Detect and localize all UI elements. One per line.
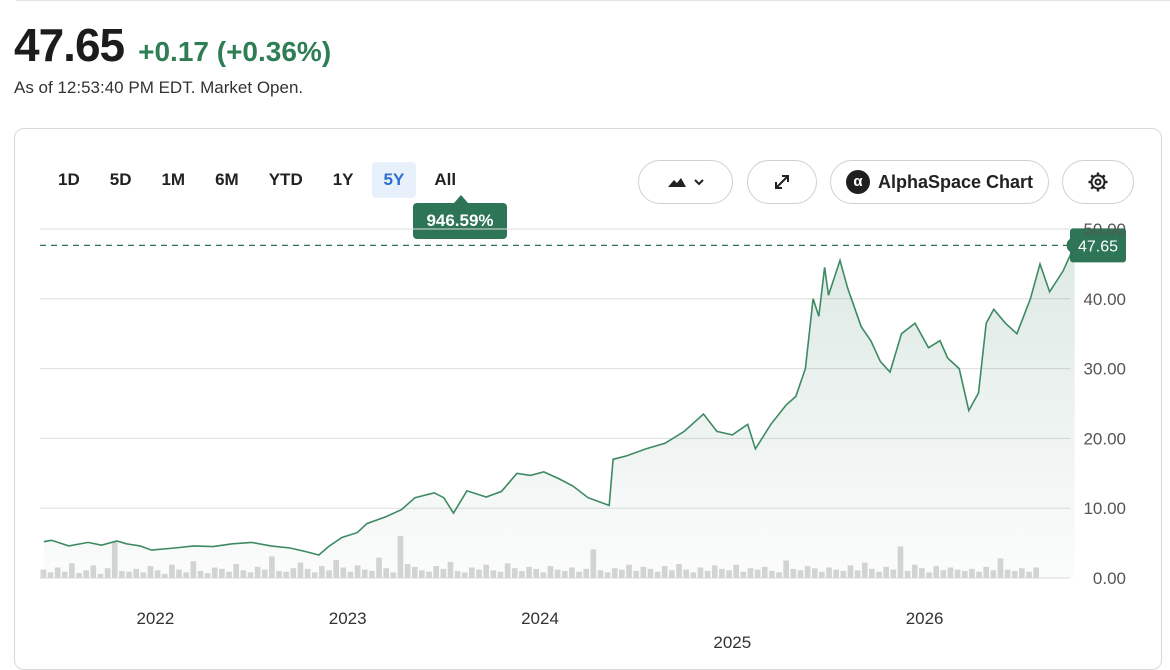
expand-button[interactable] (747, 160, 817, 204)
range-1m[interactable]: 1M (161, 170, 186, 189)
range-5y[interactable]: 5Y (371, 162, 417, 198)
alphaspace-chart-button[interactable]: α AlphaSpace Chart (830, 160, 1049, 204)
range-ytd[interactable]: YTD (268, 170, 303, 189)
range-all[interactable]: All (434, 170, 457, 189)
chart-type-button[interactable] (638, 160, 733, 204)
mountain-chart-icon (667, 178, 704, 187)
range-performance-badge: 946.59% (413, 195, 507, 239)
range-6m[interactable]: 6M (215, 170, 239, 189)
settings-button[interactable] (1062, 160, 1134, 204)
range-selector: 1D 5D 1M 6M YTD 1Y 5Y All (46, 162, 474, 198)
quote-header: 47.65 +0.17 (+0.36%) (14, 18, 331, 72)
expand-arrows-icon (775, 175, 789, 189)
price-change: +0.17 (+0.36%) (138, 36, 332, 67)
current-price: 47.65 (14, 19, 125, 71)
as-of-timestamp: As of 12:53:40 PM EDT. Market Open. (14, 78, 304, 97)
range-1y[interactable]: 1Y (332, 170, 354, 189)
range-5d[interactable]: 5D (109, 170, 132, 189)
range-1d[interactable]: 1D (58, 170, 80, 189)
gear-icon (1088, 172, 1108, 192)
alpha-symbol-icon: α (845, 170, 870, 194)
chart-panel (14, 128, 1162, 670)
alphaspace-chart-label: AlphaSpace Chart (877, 171, 1034, 192)
top-divider (16, 0, 1170, 1)
